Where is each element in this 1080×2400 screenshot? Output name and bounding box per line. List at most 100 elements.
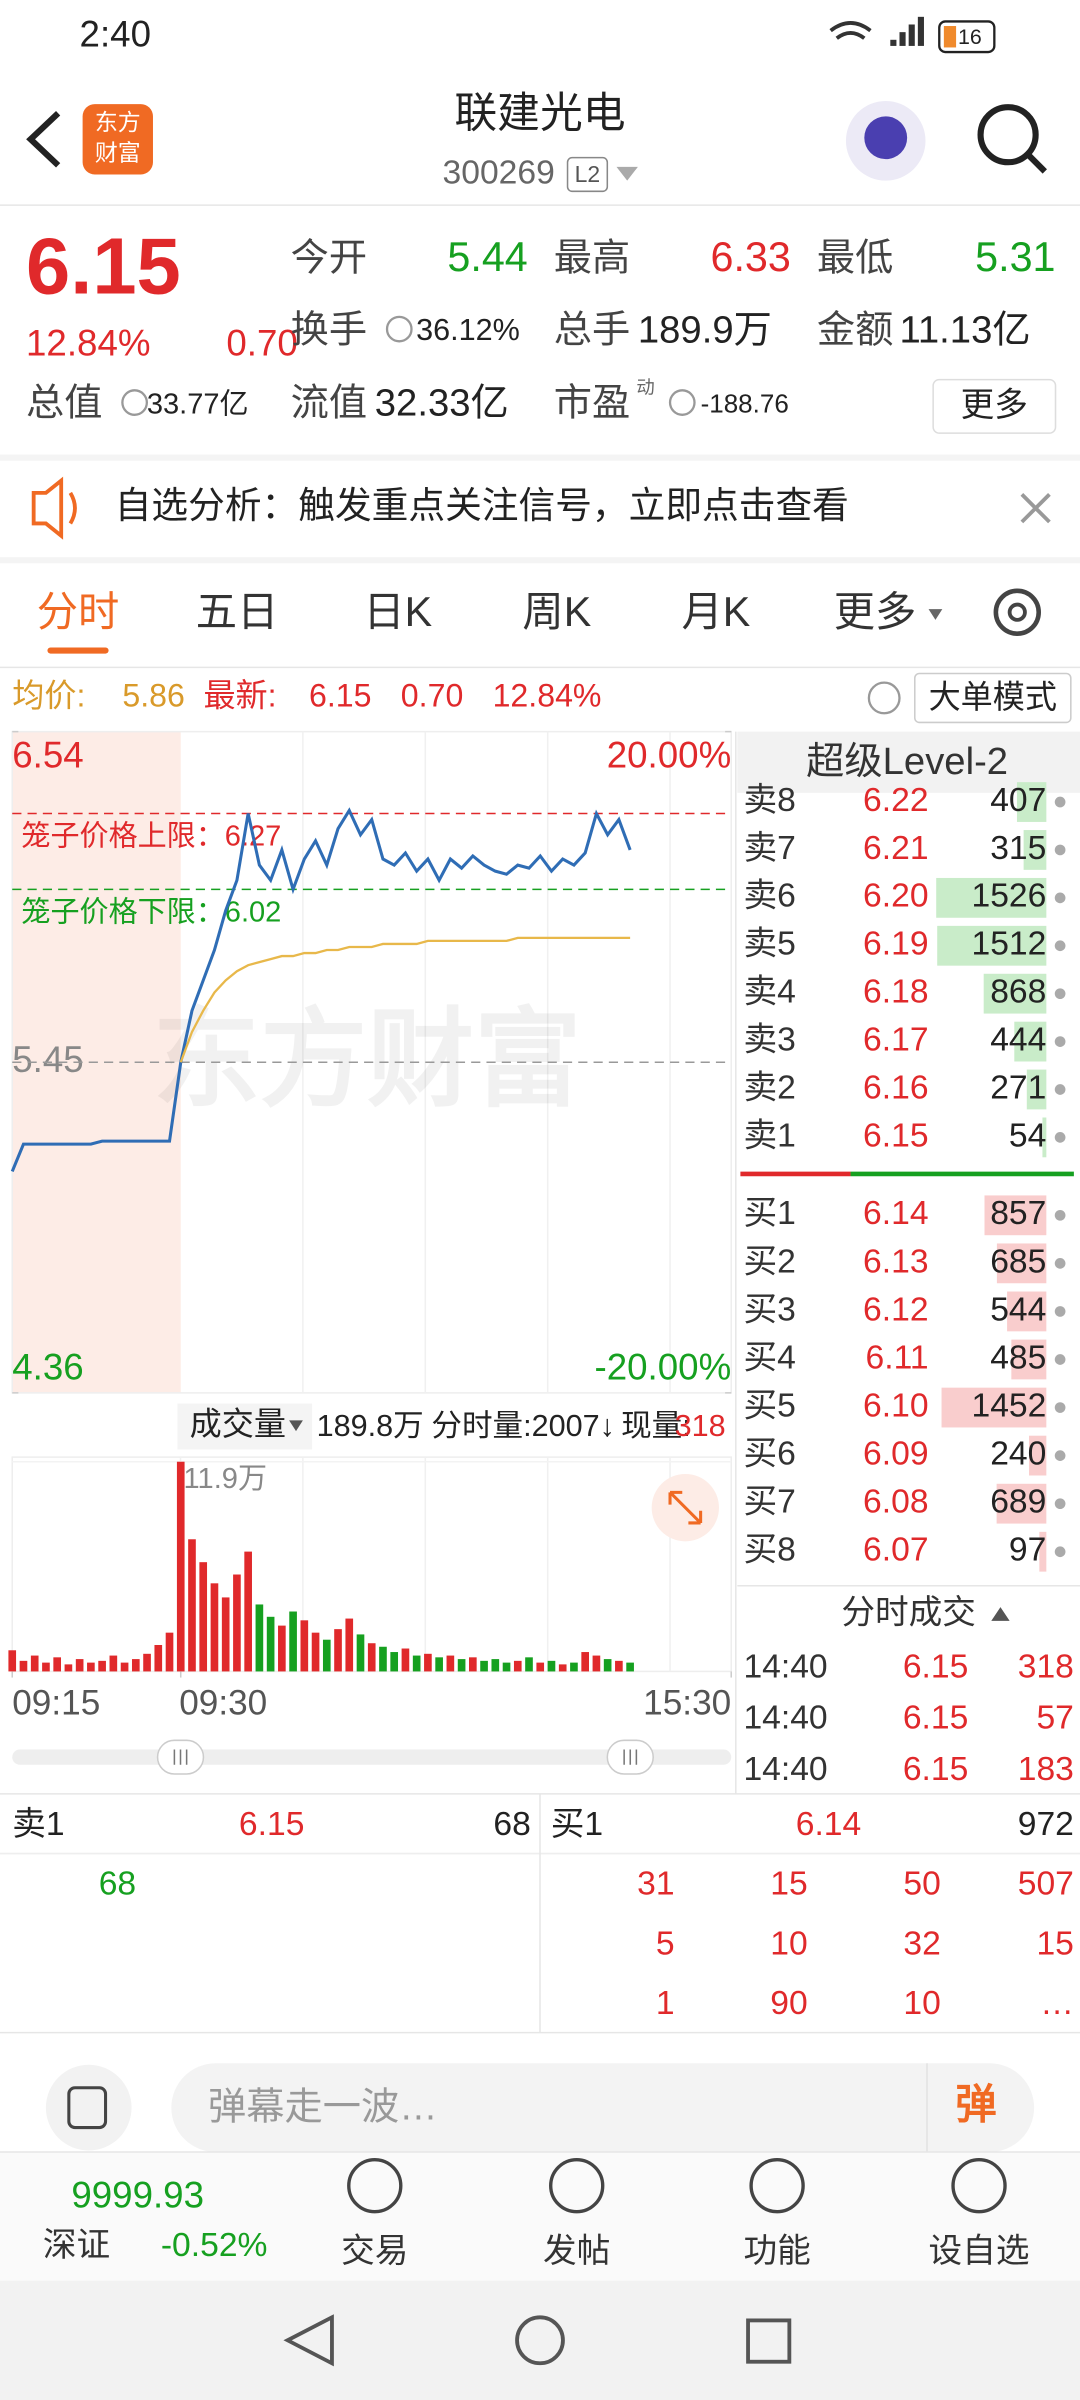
nav-icon[interactable]: [749, 2158, 805, 2214]
volume-bar: [570, 1662, 578, 1672]
level-label: 买2: [743, 1243, 795, 1280]
volume-bar: [401, 1648, 410, 1672]
level-dot: [1054, 844, 1066, 856]
depth-bar: [983, 973, 1047, 1014]
bid-qty: 972: [1018, 1806, 1074, 1843]
change-amount: 0.70: [226, 323, 297, 364]
comment-icon-bg[interactable]: [45, 2064, 132, 2151]
level-badge: [566, 156, 609, 193]
level-price: 6.14: [863, 1195, 928, 1232]
nav-item[interactable]: 发帖: [543, 2232, 610, 2270]
avg-label: 均价:: [12, 677, 85, 713]
mode-button-text: 大单模式: [929, 679, 1057, 715]
x-tick-label: 15:30: [643, 1683, 731, 1722]
depth-bar: [1014, 1021, 1047, 1062]
trade-price: 6.15: [903, 1648, 968, 1685]
price-line: [10, 807, 632, 1173]
volume-bar: [233, 1574, 241, 1672]
settings-icon[interactable]: [993, 588, 1041, 636]
level-label: 卖6: [743, 878, 795, 915]
search-icon[interactable]: [977, 104, 1039, 166]
banner-text[interactable]: 自选分析：触发重点关注信号，立即点击查看: [115, 485, 849, 526]
tab[interactable]: 周K: [522, 589, 591, 635]
nav-icon[interactable]: [549, 2158, 605, 2214]
bid-label: 买1: [551, 1806, 603, 1843]
depth-bar: [1007, 1291, 1047, 1332]
nav-icon[interactable]: [951, 2158, 1007, 2214]
danmaku-button[interactable]: 弹: [955, 2082, 996, 2128]
pe-badge: 动: [636, 377, 654, 398]
expand-icon: [668, 1490, 703, 1525]
back-key[interactable]: [283, 2314, 334, 2367]
volume-dropdown: [289, 1420, 303, 1432]
field-label: 总手: [554, 308, 630, 351]
tab[interactable]: 日K: [363, 589, 432, 635]
home-key[interactable]: [515, 2315, 565, 2366]
volume-bar: [188, 1539, 196, 1672]
level-label: 买8: [743, 1532, 795, 1569]
bid-order: 32: [903, 1925, 940, 1962]
level-price: 6.11: [866, 1339, 929, 1376]
level-dot: [1054, 940, 1066, 952]
level-price: 6.10: [863, 1387, 928, 1424]
mode-button[interactable]: [914, 672, 1072, 724]
back-button[interactable]: [26, 111, 61, 168]
tab[interactable]: 更多: [834, 589, 917, 635]
nav-item[interactable]: 设自选: [929, 2232, 1030, 2270]
tab[interactable]: 月K: [682, 589, 751, 635]
logo-text: 财富: [95, 140, 141, 166]
volume-selector[interactable]: [177, 1403, 313, 1450]
field-value: 36.12%: [416, 313, 520, 347]
nav-icon[interactable]: [347, 2158, 403, 2214]
tab[interactable]: 分时: [37, 589, 120, 635]
tab[interactable]: 五日: [196, 589, 279, 635]
last-label: 最新:: [203, 677, 276, 713]
volume-total: 189.8万: [317, 1409, 424, 1443]
volume-bar: [176, 1461, 185, 1672]
logo-text: 东方: [95, 109, 141, 135]
volume-bar: [367, 1643, 376, 1672]
volume-bar: [615, 1660, 623, 1672]
level-price: 6.08: [863, 1484, 928, 1521]
more-button[interactable]: [932, 378, 1057, 434]
bid-order: 10: [903, 1985, 940, 2022]
level-qty: 315: [990, 830, 1046, 867]
field-value: 32.33亿: [375, 382, 509, 425]
field-value: 5.31: [975, 234, 1055, 280]
level-label: 买1: [743, 1195, 795, 1232]
nav-item[interactable]: 功能: [743, 2232, 810, 2270]
signal-bar: [890, 39, 897, 46]
level-dot: [1054, 1546, 1066, 1558]
comment-input[interactable]: [171, 2063, 1035, 2153]
speaker-icon: [31, 476, 77, 540]
volume-bar: [64, 1664, 73, 1672]
average-line: [179, 936, 631, 1063]
volume-bar: [480, 1660, 488, 1672]
level2-title: 超级Level-2: [806, 740, 1008, 783]
x-tick-label: 09:30: [179, 1683, 267, 1722]
depth-bar: [936, 877, 1047, 918]
volume-bar: [457, 1659, 466, 1672]
logo: [82, 104, 153, 175]
close-icon[interactable]: [1020, 493, 1051, 524]
stock-name: 联建光电: [454, 90, 625, 138]
level-qty: 689: [990, 1484, 1046, 1521]
y2-tick-label: 20.00%: [607, 734, 732, 775]
trades-arrow: [991, 1607, 1010, 1621]
volume-bar: [42, 1662, 50, 1672]
battery-level: [943, 26, 957, 48]
help-icon: [867, 681, 901, 715]
more-button-text: 更多: [961, 386, 1028, 424]
nav-item[interactable]: 交易: [341, 2232, 408, 2270]
depth-bar: [1016, 782, 1047, 822]
change-value: 0.70: [401, 677, 464, 713]
volume-bar: [165, 1632, 174, 1672]
recents-key[interactable]: [746, 2318, 792, 2364]
level-label: 卖1: [743, 1117, 795, 1154]
level-label: 卖2: [743, 1069, 795, 1106]
volume-bar: [558, 1664, 567, 1672]
ask-qty: 68: [493, 1806, 530, 1843]
level-price: 6.20: [863, 878, 928, 915]
volume-bar: [131, 1659, 140, 1672]
level-badge-text: L2: [575, 161, 601, 187]
